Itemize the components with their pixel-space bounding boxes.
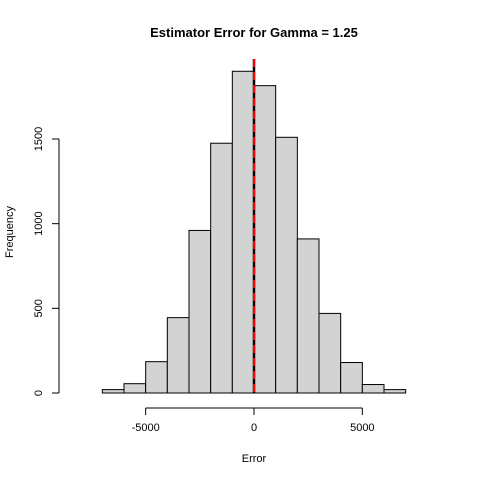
histogram-bar bbox=[340, 362, 363, 394]
x-axis-label: Error bbox=[242, 453, 267, 465]
y-tick-label: 1000 bbox=[33, 211, 45, 235]
chart-title: Estimator Error for Gamma = 1.25 bbox=[150, 25, 358, 40]
histogram-bar bbox=[275, 136, 298, 394]
histogram-bar bbox=[361, 384, 385, 394]
histogram-bar bbox=[188, 229, 212, 394]
histogram-bar bbox=[318, 312, 342, 394]
histogram-bar bbox=[210, 142, 233, 394]
x-tick-label: 5000 bbox=[350, 422, 374, 434]
y-tick-label: 0 bbox=[33, 390, 45, 396]
y-axis-label: Frequency bbox=[4, 206, 16, 258]
x-tick-label: -5000 bbox=[132, 422, 160, 434]
histogram-bar bbox=[101, 389, 125, 394]
y-tick-label: 1500 bbox=[33, 127, 45, 151]
x-axis: -5000 0 5000 bbox=[132, 407, 375, 434]
histogram-bar bbox=[123, 383, 147, 394]
y-axis: 0 500 1000 1500 bbox=[33, 127, 60, 396]
histogram-bar bbox=[253, 85, 277, 394]
histogram-bar bbox=[166, 317, 190, 394]
histogram-bars bbox=[101, 70, 407, 394]
histogram-bar bbox=[145, 361, 168, 394]
y-tick-label: 500 bbox=[33, 299, 45, 317]
x-tick-label: 0 bbox=[251, 422, 257, 434]
histogram-bar bbox=[231, 70, 255, 394]
histogram-bar bbox=[383, 389, 407, 394]
histogram-bar bbox=[296, 238, 320, 394]
